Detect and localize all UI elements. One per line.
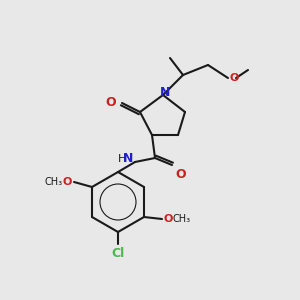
Text: O: O [175,168,186,181]
Text: N: N [123,152,133,166]
Text: N: N [160,85,170,98]
Text: O: O [63,177,72,187]
Text: Cl: Cl [111,247,124,260]
Text: O: O [230,73,239,83]
Text: O: O [164,214,173,224]
Text: O: O [105,97,116,110]
Text: CH₃: CH₃ [173,214,191,224]
Text: H: H [118,154,126,164]
Text: CH₃: CH₃ [45,177,63,187]
